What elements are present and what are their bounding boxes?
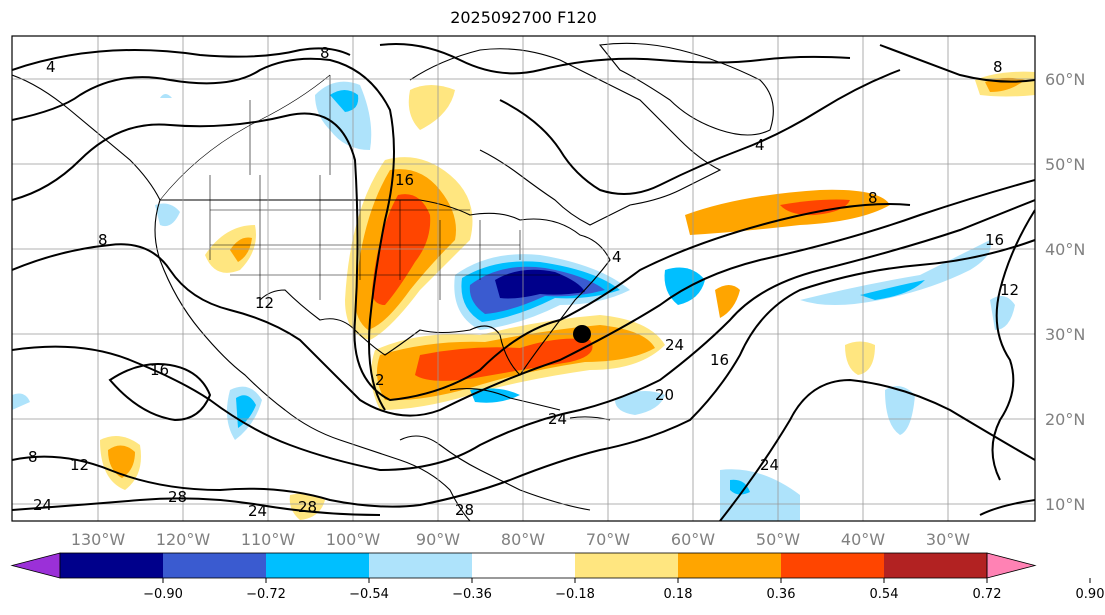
lon-label: 40°W [841,530,885,549]
map-title: 2025092700 F120 [450,8,597,27]
contour-label: 8 [98,231,108,249]
contour-label: 4 [46,58,56,76]
colorbar-tick-label: 0.90 [1076,587,1105,602]
contour-label: 24 [33,496,52,514]
contour-label: 8 [320,44,330,62]
lon-label: 50°W [756,530,800,549]
contour-label: 24 [760,456,779,474]
lat-label: 60°N [1045,70,1085,89]
lon-label: 70°W [586,530,630,549]
colorbar-extend-max [986,552,1037,579]
lat-label: 30°N [1045,325,1085,344]
colorbar-segment [781,553,884,578]
colorbar-segment [60,553,163,578]
lon-label: 80°W [501,530,545,549]
colorbar-tick-label: −0.36 [452,587,492,602]
contour-label: 8 [868,189,878,207]
contour-label: 16 [985,231,1004,249]
contour-label: 8 [28,448,38,466]
anomaly-shading [12,71,1035,521]
lon-label: 120°W [156,530,211,549]
storm-center-marker [573,325,591,343]
lat-label: 50°N [1045,155,1085,174]
contour-label: 4 [612,248,622,266]
colorbar-tick-label: −0.18 [555,587,595,602]
lat-label: 20°N [1045,410,1085,429]
colorbar: −0.90 −0.72 −0.54 −0.36 −0.18 0.18 0.36 0.54 0.7… [10,552,1105,602]
contour-label: 12 [70,456,89,474]
colorbar-tick-label: −0.90 [143,587,183,602]
colorbar-segment [163,553,266,578]
contour-label: 24 [665,336,684,354]
contour-label: 16 [150,361,169,379]
contour-label-group: 4 8 8 12 12 16 16 16 16 20 24 24 24 24 2… [28,44,1019,520]
contour-label: 16 [710,351,729,369]
lon-label: 110°W [241,530,296,549]
latitude-labels: 60°N 50°N 40°N 30°N 20°N 10°N [1045,70,1085,514]
colorbar-segment [266,553,369,578]
contour-label: 16 [395,171,414,189]
colorbar-tick-label: 0.72 [973,587,1002,602]
lon-label: 130°W [71,530,126,549]
contour-label: 28 [168,488,187,506]
contour-lines [12,43,1035,521]
contour-label: 12 [255,294,274,312]
colorbar-tick-label: 0.54 [870,587,899,602]
contour-label: 24 [548,410,567,428]
colorbar-segment [884,553,987,578]
colorbar-extend-min [10,552,61,579]
colorbar-tick-label: −0.54 [349,587,389,602]
contour-label: 2 [375,371,385,389]
colorbar-tick-label: −0.72 [246,587,286,602]
state-borders [159,74,560,300]
colorbar-segment [678,553,781,578]
map-frame [11,35,1036,522]
colorbar-tick-label: 0.36 [767,587,796,602]
contour-label: 8 [993,58,1003,76]
coastlines [12,42,774,521]
longitude-labels: 130°W 120°W 110°W 100°W 90°W 80°W 70°W 6… [71,530,970,549]
lon-label: 60°W [671,530,715,549]
contour-label: 24 [248,502,267,520]
contour-label: 4 [755,136,765,154]
contour-label: 28 [298,498,317,516]
lon-label: 100°W [326,530,381,549]
contour-label: 12 [1000,281,1019,299]
colorbar-tick-label: 0.18 [664,587,693,602]
colorbar-segment [575,553,678,578]
lon-label: 30°W [926,530,970,549]
contour-label: 28 [455,501,474,519]
colorbar-segment [369,553,472,578]
colorbar-outline [59,552,988,579]
lon-label: 90°W [416,530,460,549]
lat-label: 40°N [1045,240,1085,259]
colorbar-segment [472,553,575,578]
contour-label: 20 [655,386,674,404]
lat-label: 10°N [1045,495,1085,514]
